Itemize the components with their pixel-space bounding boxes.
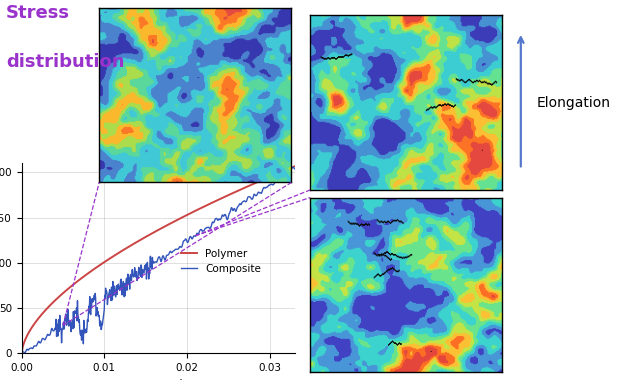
Polymer bbox=[19, 345, 26, 350]
Polymer bbox=[248, 182, 255, 187]
Composite bbox=[143, 262, 150, 266]
Composite bbox=[89, 300, 97, 304]
Composite bbox=[180, 239, 187, 244]
Text: Stress: Stress bbox=[6, 4, 70, 22]
Composite bbox=[201, 227, 208, 232]
X-axis label: True Strain: True Strain bbox=[126, 379, 190, 380]
Polymer bbox=[18, 351, 25, 356]
Composite bbox=[21, 351, 29, 355]
Composite bbox=[224, 217, 231, 222]
Text: distribution: distribution bbox=[6, 53, 125, 71]
Composite bbox=[291, 166, 298, 171]
Polymer bbox=[185, 212, 192, 217]
Composite bbox=[290, 165, 297, 169]
Legend: Polymer, Composite: Polymer, Composite bbox=[177, 245, 265, 278]
Composite bbox=[68, 329, 75, 334]
Polymer bbox=[291, 164, 298, 169]
Polymer bbox=[180, 214, 188, 219]
Composite bbox=[19, 350, 26, 354]
Text: Elongation: Elongation bbox=[536, 96, 610, 109]
Line: Polymer: Polymer bbox=[22, 166, 294, 353]
Polymer bbox=[179, 215, 187, 219]
Line: Composite: Composite bbox=[22, 167, 294, 353]
Polymer bbox=[265, 175, 273, 179]
